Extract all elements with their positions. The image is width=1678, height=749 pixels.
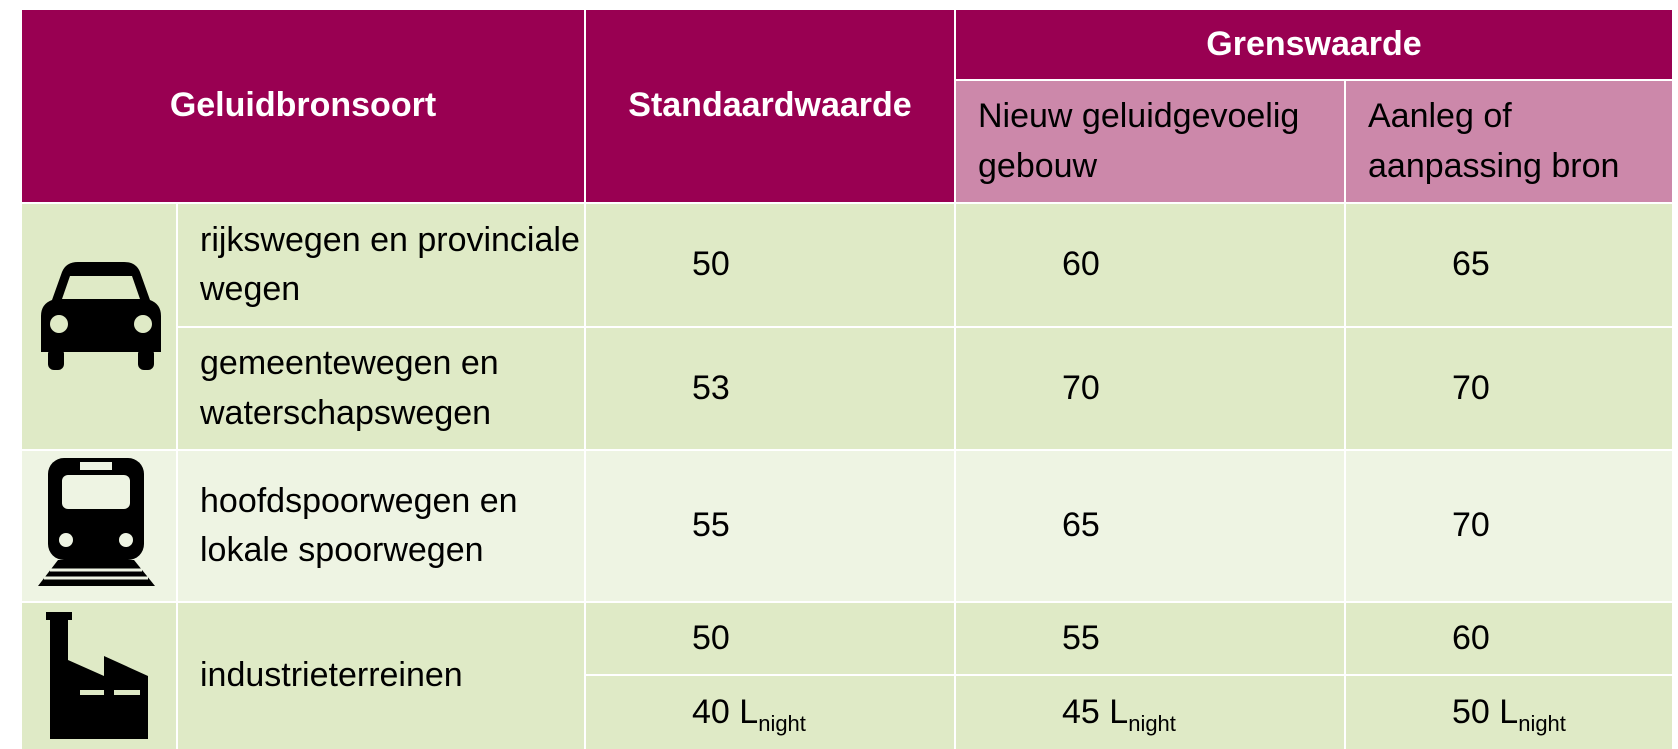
unit-subscript: night — [1128, 710, 1176, 736]
value-cell: 60 — [956, 204, 1344, 326]
night-value: 50 Lnight — [1452, 688, 1566, 737]
value: 50 — [692, 618, 730, 657]
value-cell: 65 — [956, 451, 1344, 601]
value-cell: 40 Lnight — [586, 676, 954, 749]
value: 70 — [1452, 506, 1490, 545]
row-label: hoofdspoorwegen en lokale spoorwegen — [200, 481, 518, 569]
value-cell: 70 — [1346, 451, 1672, 601]
value: 40 — [692, 692, 730, 731]
value-cell: 65 — [1346, 204, 1672, 326]
icon-cell — [22, 603, 176, 749]
header-text: Standaardwaarde — [628, 86, 912, 125]
value-cell: 53 — [586, 328, 954, 449]
value: 45 — [1062, 692, 1100, 731]
value: 55 — [692, 506, 730, 545]
value: 53 — [692, 368, 730, 407]
icon-cell — [22, 451, 176, 601]
header-text: Grenswaarde — [1206, 24, 1422, 63]
unit: L — [739, 692, 759, 731]
value-cell: 55 — [956, 603, 1344, 674]
value: 65 — [1062, 506, 1100, 545]
value: 50 — [1452, 692, 1490, 731]
night-value: 45 Lnight — [1062, 688, 1176, 737]
value: 70 — [1452, 368, 1490, 407]
header-cell: Geluidbronsoort — [22, 10, 584, 202]
value: 60 — [1452, 618, 1490, 657]
value-cell: 70 — [1346, 328, 1672, 449]
icon-cell — [22, 204, 176, 449]
value-cell: 50 — [586, 603, 954, 674]
row-label-cell: hoofdspoorwegen en lokale spoorwegen — [178, 451, 584, 601]
value: 70 — [1062, 368, 1100, 407]
unit-subscript: night — [758, 710, 806, 736]
value-cell: 55 — [586, 451, 954, 601]
header-cell: Standaardwaarde — [586, 10, 954, 202]
row-label: rijkswegen en provinciale wegen — [200, 220, 580, 308]
value-cell: 50 Lnight — [1346, 676, 1672, 749]
subheader-cell: Nieuw geluidgevoelig gebouw — [956, 81, 1344, 202]
row-label-cell: gemeentewegen en waterschapswegen — [178, 328, 584, 449]
unit: L — [1109, 692, 1129, 731]
night-value: 40 Lnight — [692, 688, 806, 737]
value-cell: 45 Lnight — [956, 676, 1344, 749]
value-cell: 70 — [956, 328, 1344, 449]
value: 50 — [692, 245, 730, 284]
subheader-cell: Aanleg of aanpassing bron — [1346, 81, 1672, 202]
value-cell: 60 — [1346, 603, 1672, 674]
value: 60 — [1062, 245, 1100, 284]
row-label: industrieterreinen — [200, 656, 463, 695]
subheader-text: Nieuw geluidgevoelig gebouw — [978, 97, 1300, 185]
value: 55 — [1062, 618, 1100, 657]
row-label: gemeentewegen en waterschapswegen — [200, 344, 499, 432]
value: 65 — [1452, 245, 1490, 284]
subheader-text: Aanleg of aanpassing bron — [1368, 97, 1620, 185]
value-cell: 50 — [586, 204, 954, 326]
row-label-cell: industrieterreinen — [178, 603, 584, 749]
unit: L — [1499, 692, 1519, 731]
row-label-cell: rijkswegen en provinciale wegen — [178, 204, 584, 326]
header-text: Geluidbronsoort — [169, 86, 437, 125]
header-cell: Grenswaarde — [956, 10, 1672, 79]
unit-subscript: night — [1518, 710, 1566, 736]
